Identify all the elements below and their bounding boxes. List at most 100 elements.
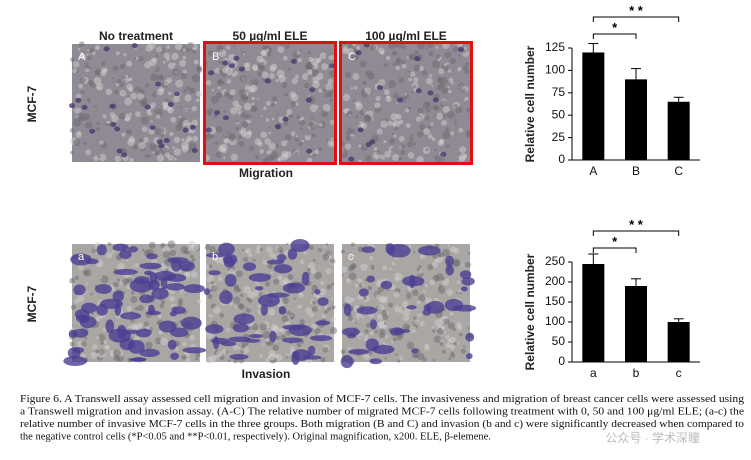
texture <box>387 302 394 308</box>
texture <box>270 63 278 71</box>
texture <box>173 148 182 156</box>
x-tick-label: c <box>676 366 682 380</box>
texture <box>157 66 160 69</box>
texture <box>301 73 309 81</box>
cell <box>358 288 369 297</box>
texture <box>447 322 455 330</box>
texture <box>74 275 80 281</box>
texture <box>426 101 431 107</box>
texture <box>436 54 441 59</box>
cell <box>266 292 290 298</box>
texture <box>295 135 299 138</box>
texture <box>130 323 139 332</box>
texture <box>459 291 462 295</box>
texture <box>392 337 397 342</box>
texture <box>155 54 159 58</box>
texture <box>69 128 75 133</box>
cell <box>290 58 297 64</box>
texture <box>252 289 260 297</box>
texture <box>276 69 285 78</box>
texture <box>431 261 438 268</box>
texture <box>129 157 134 163</box>
texture <box>413 64 421 72</box>
texture <box>415 116 422 122</box>
texture <box>359 109 366 116</box>
texture <box>463 154 468 159</box>
cell <box>128 339 145 354</box>
texture <box>252 258 256 262</box>
texture <box>305 307 312 315</box>
texture <box>398 156 403 161</box>
texture <box>424 284 429 288</box>
texture <box>307 51 311 55</box>
texture <box>275 79 279 83</box>
texture <box>310 58 319 67</box>
cell <box>72 328 89 338</box>
texture <box>230 153 238 161</box>
texture <box>159 337 168 346</box>
texture <box>413 77 419 83</box>
bar <box>667 101 690 160</box>
texture <box>385 96 392 103</box>
y-tick-label: 50 <box>552 107 566 121</box>
texture <box>276 113 279 116</box>
texture <box>425 47 428 50</box>
texture <box>249 146 254 151</box>
texture <box>383 89 390 96</box>
cell <box>148 279 160 291</box>
texture <box>355 102 363 111</box>
texture <box>210 95 219 104</box>
texture <box>84 336 88 340</box>
texture <box>229 89 236 96</box>
error-bar <box>673 96 684 102</box>
texture <box>270 324 278 332</box>
texture <box>361 91 368 98</box>
texture <box>452 328 456 332</box>
cell <box>427 90 434 96</box>
texture <box>243 285 251 294</box>
bar <box>667 322 690 362</box>
texture <box>394 305 402 313</box>
cell <box>79 315 97 329</box>
column-header: No treatment <box>99 29 173 43</box>
cell <box>305 97 312 103</box>
cell <box>222 60 229 66</box>
texture <box>311 69 319 77</box>
texture <box>144 341 153 350</box>
y-tick-label: 0 <box>558 152 565 166</box>
texture <box>350 87 354 90</box>
cell <box>346 333 356 339</box>
texture <box>84 62 89 66</box>
texture <box>138 56 144 62</box>
texture <box>350 254 355 258</box>
significance-label: * * <box>629 3 644 18</box>
texture <box>72 109 75 112</box>
texture <box>315 105 319 109</box>
y-tick-label: 200 <box>545 274 565 288</box>
texture <box>286 109 293 116</box>
texture <box>102 327 107 332</box>
texture <box>450 81 454 85</box>
texture <box>376 150 381 155</box>
texture <box>134 111 141 117</box>
cell <box>445 255 455 267</box>
caption-line: Figure 6. A Transwell assay assessed cel… <box>20 394 745 405</box>
texture <box>459 146 467 154</box>
texture <box>265 100 271 106</box>
significance-label: * * <box>629 217 644 232</box>
texture <box>323 245 326 248</box>
texture <box>441 119 448 126</box>
texture <box>290 346 295 351</box>
cell <box>219 290 233 305</box>
texture <box>103 340 107 344</box>
texture <box>357 278 363 284</box>
cell <box>411 348 419 354</box>
texture <box>236 121 240 125</box>
texture <box>389 267 392 271</box>
texture <box>96 336 100 340</box>
texture <box>434 105 440 111</box>
texture <box>303 251 308 255</box>
texture <box>216 350 223 357</box>
y-tick-label: 125 <box>545 40 565 54</box>
texture <box>244 247 252 254</box>
